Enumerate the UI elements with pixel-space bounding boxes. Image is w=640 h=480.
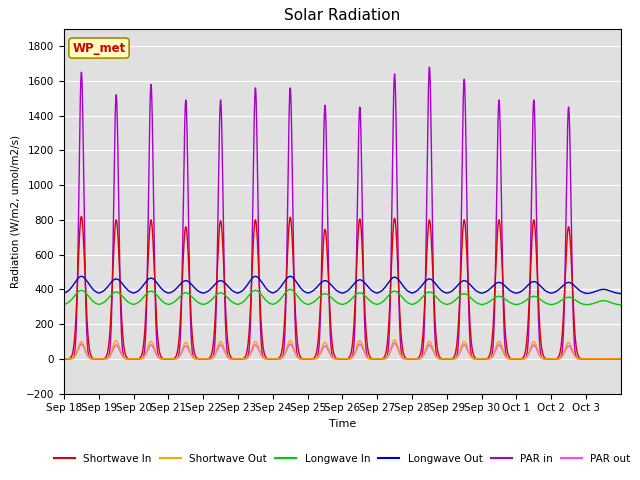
Y-axis label: Radiation (W/m2, umol/m2/s): Radiation (W/m2, umol/m2/s) [10,134,20,288]
X-axis label: Time: Time [329,419,356,429]
Text: WP_met: WP_met [72,42,125,55]
Legend: Shortwave In, Shortwave Out, Longwave In, Longwave Out, PAR in, PAR out: Shortwave In, Shortwave Out, Longwave In… [50,450,635,468]
Title: Solar Radiation: Solar Radiation [284,9,401,24]
